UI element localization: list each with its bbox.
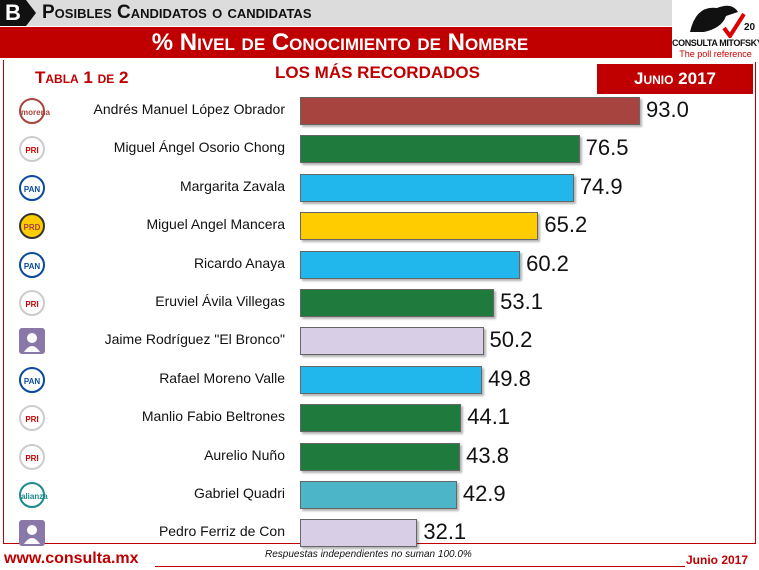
- mitofsky-logo: 20 CONSULTA MITOFSKY The poll reference: [672, 0, 759, 62]
- party-pri-icon: PRI: [19, 290, 45, 316]
- candidate-name: Miguel Ángel Osorio Chong: [113, 139, 285, 156]
- bar: [300, 365, 483, 394]
- section-letter: B: [0, 0, 26, 26]
- party-pri-icon: PRI: [19, 405, 45, 432]
- bar: [300, 481, 457, 509]
- party-independiente-icon: [19, 328, 45, 355]
- candidate-name: Eruviel Ávila Villegas: [155, 293, 285, 309]
- bar: [300, 289, 495, 317]
- data-label: 76.5: [585, 135, 629, 161]
- bar: [300, 327, 484, 356]
- data-label: 32.1: [423, 519, 467, 545]
- data-label: 50.2: [489, 327, 533, 353]
- candidate-name: Manlio Fabio Beltrones: [141, 408, 285, 425]
- footer-note: Respuestas independientes no suman 100.0…: [265, 549, 472, 560]
- logo-badge: 20: [744, 22, 756, 33]
- arrow-icon: [26, 0, 36, 26]
- candidate-name: Miguel Angel Mancera: [146, 216, 285, 233]
- candidate-name: Pedro Ferriz de Con: [158, 523, 285, 540]
- data-label: 60.2: [526, 250, 569, 276]
- chart-row: PAN Rafael Moreno Valle 49.8: [0, 365, 759, 395]
- date-badge: Junio 2017: [597, 64, 753, 94]
- chart-row: morena Andrés Manuel López Obrador 93.0: [0, 96, 759, 126]
- chart-row: Pedro Ferriz de Con 32.1: [0, 518, 759, 548]
- chart-title: % Nivel de Conocimiento de Nombre: [0, 27, 680, 58]
- party-prd-icon: PRD: [19, 213, 45, 240]
- bar: [300, 97, 640, 125]
- party-independiente-icon: [19, 520, 45, 547]
- bar: [300, 212, 539, 241]
- logo-tagline: The poll reference: [679, 49, 752, 59]
- chart-row: PRI Miguel Ángel Osorio Chong 76.5: [0, 134, 759, 164]
- party-pan-icon: PAN: [19, 366, 45, 393]
- bar: [300, 173, 574, 202]
- party-pan-icon: PAN: [19, 174, 45, 201]
- section-bar: [0, 0, 759, 26]
- section-title: Posibles Candidatos o candidatas: [42, 2, 312, 23]
- footer-url[interactable]: www.consulta.mx: [4, 550, 139, 567]
- data-label: 74.9: [579, 173, 623, 199]
- footer-divider: [155, 566, 685, 567]
- chart-row: PRD Miguel Angel Mancera 65.2: [0, 211, 759, 241]
- chart-row: alianza Gabriel Quadri 42.9: [0, 480, 759, 510]
- bar: [300, 519, 418, 548]
- candidate-name: Ricardo Anaya: [193, 254, 285, 271]
- data-label: 93.0: [646, 97, 689, 122]
- party-morena-icon: morena: [19, 98, 50, 124]
- table-label: Tabla 1 de 2: [35, 68, 129, 87]
- chart-row: PAN Ricardo Anaya 60.2: [0, 250, 759, 280]
- footer-date: Junio 2017: [686, 553, 749, 567]
- data-label: 49.8: [488, 365, 531, 391]
- logo-text: CONSULTA MITOFSKY: [672, 38, 759, 48]
- candidate-name: Gabriel Quadri: [193, 485, 285, 501]
- data-label: 65.2: [544, 212, 588, 238]
- chart-subtitle: LOS MÁS RECORDADOS: [275, 63, 480, 82]
- party-nueva-alianza-icon: alianza: [19, 482, 48, 508]
- candidate-name: Margarita Zavala: [179, 177, 285, 194]
- bar: [300, 404, 462, 433]
- data-label: 53.1: [500, 289, 543, 314]
- candidate-name: Aurelio Nuño: [204, 446, 285, 463]
- chart-row: PRI Aurelio Nuño 43.8: [0, 442, 759, 472]
- data-label: 42.9: [462, 481, 506, 506]
- logo-icon: 20: [690, 5, 756, 40]
- data-label: 44.1: [467, 404, 511, 430]
- chart-row: Jaime Rodríguez "El Bronco" 50.2: [0, 326, 759, 356]
- bar: [300, 442, 461, 471]
- chart-row: PAN Margarita Zavala 74.9: [0, 173, 759, 203]
- chart-row: PRI Eruviel Ávila Villegas 53.1: [0, 288, 759, 318]
- bar: [300, 135, 580, 164]
- candidate-name: Andrés Manuel López Obrador: [93, 101, 285, 117]
- candidate-name: Jaime Rodríguez "El Bronco": [104, 331, 285, 348]
- candidate-name: Rafael Moreno Valle: [159, 369, 285, 386]
- data-label: 43.8: [466, 442, 509, 468]
- party-pan-icon: PAN: [19, 251, 45, 278]
- bar: [300, 250, 521, 279]
- party-pri-icon: PRI: [19, 443, 45, 470]
- party-pri-icon: PRI: [19, 136, 45, 163]
- chart-row: PRI Manlio Fabio Beltrones 44.1: [0, 403, 759, 433]
